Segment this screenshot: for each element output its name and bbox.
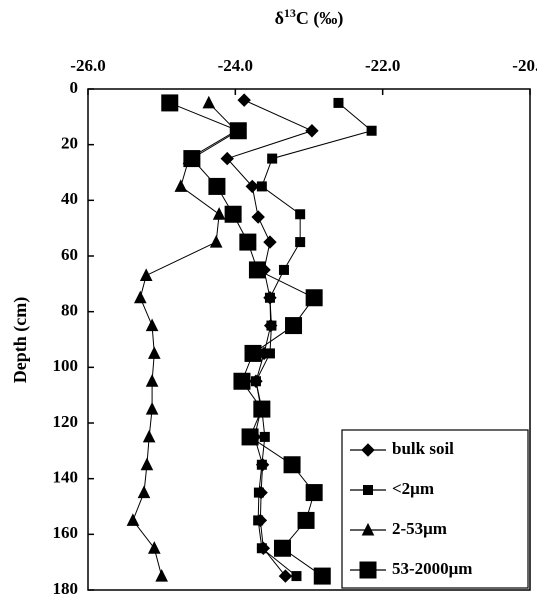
marker-square [267, 153, 278, 164]
marker-diamond [361, 443, 375, 457]
series-line [226, 99, 314, 577]
marker-square [244, 344, 262, 362]
marker-diamond [237, 93, 251, 107]
legend-label: <2μm [392, 479, 434, 498]
marker-square [250, 376, 261, 387]
marker-square [295, 209, 306, 220]
marker-triangle [133, 290, 147, 304]
marker-square [359, 561, 377, 579]
marker-square [239, 233, 257, 251]
marker-triangle [137, 485, 151, 499]
marker-square [264, 292, 275, 303]
y-tick-label: 60 [61, 245, 78, 264]
marker-diamond [278, 569, 293, 583]
marker-square [366, 125, 377, 136]
marker-triangle [139, 268, 153, 281]
marker-triangle [155, 568, 168, 582]
marker-square [295, 237, 306, 248]
marker-square [248, 261, 266, 279]
marker-square [253, 515, 264, 526]
marker-square [183, 150, 201, 168]
marker-square [208, 177, 226, 195]
marker-triangle [147, 541, 161, 554]
legend-label: 2-53μm [392, 519, 447, 538]
marker-square [256, 181, 267, 192]
marker-diamond [245, 179, 259, 194]
marker-triangle [147, 346, 161, 359]
marker-square [363, 485, 373, 495]
marker-square [305, 484, 323, 502]
marker-square [256, 543, 267, 554]
marker-square [256, 459, 267, 470]
y-tick-label: 180 [53, 579, 79, 598]
y-tick-label: 100 [53, 356, 79, 375]
y-tick-label: 80 [61, 301, 78, 320]
y-tick-label: 20 [61, 134, 78, 153]
marker-square [266, 320, 277, 331]
marker-triangle [145, 401, 159, 415]
marker-square [161, 94, 179, 112]
plot-frame [87, 88, 531, 591]
marker-square [264, 348, 275, 359]
marker-square [285, 317, 303, 335]
x-tick-label: -22.0 [365, 56, 400, 75]
marker-square [305, 289, 323, 307]
y-tick-label: 140 [53, 468, 79, 487]
marker-square [233, 372, 251, 390]
marker-square [283, 456, 301, 474]
y-tick-label: 120 [53, 412, 79, 431]
marker-square [259, 431, 270, 442]
marker-square [291, 571, 302, 582]
marker-triangle [202, 95, 216, 109]
marker-square [273, 539, 291, 557]
marker-diamond [220, 151, 234, 166]
series-line [132, 102, 237, 577]
marker-triangle [126, 513, 140, 526]
x-label-sup: 13 [284, 6, 296, 20]
marker-square [224, 205, 242, 223]
marker-square [313, 567, 331, 585]
marker-square [229, 122, 247, 140]
marker-triangle [140, 457, 154, 471]
marker-triangle [145, 318, 159, 332]
marker-diamond [251, 210, 265, 224]
x-label-rest: C (‰) [296, 8, 344, 29]
marker-triangle [142, 429, 156, 443]
marker-square [278, 264, 289, 275]
marker-diamond [305, 124, 319, 138]
y-axis-label: Depth (cm) [10, 297, 31, 383]
x-tick-label: -26.0 [70, 56, 105, 75]
marker-triangle [209, 234, 223, 248]
marker-square [253, 400, 271, 418]
y-tick-label: 160 [53, 523, 79, 542]
marker-square [333, 97, 344, 108]
marker-triangle [361, 522, 375, 536]
x-label-base: δ [275, 8, 284, 28]
x-tick-label: -20.0 [512, 56, 537, 75]
marker-square [253, 487, 264, 498]
marker-triangle [212, 207, 226, 220]
series-line [169, 102, 323, 577]
marker-triangle [145, 374, 159, 387]
y-tick-label: 0 [70, 78, 79, 97]
marker-triangle [174, 179, 188, 192]
marker-square [241, 428, 259, 446]
x-tick-label: -24.0 [218, 56, 253, 75]
marker-square [297, 511, 315, 529]
legend-label: bulk soil [392, 439, 454, 458]
legend-label: 53-2000μm [392, 559, 472, 578]
x-axis-label: δ13C (‰) [275, 6, 344, 29]
y-tick-label: 40 [61, 189, 78, 208]
marker-diamond [263, 235, 277, 249]
